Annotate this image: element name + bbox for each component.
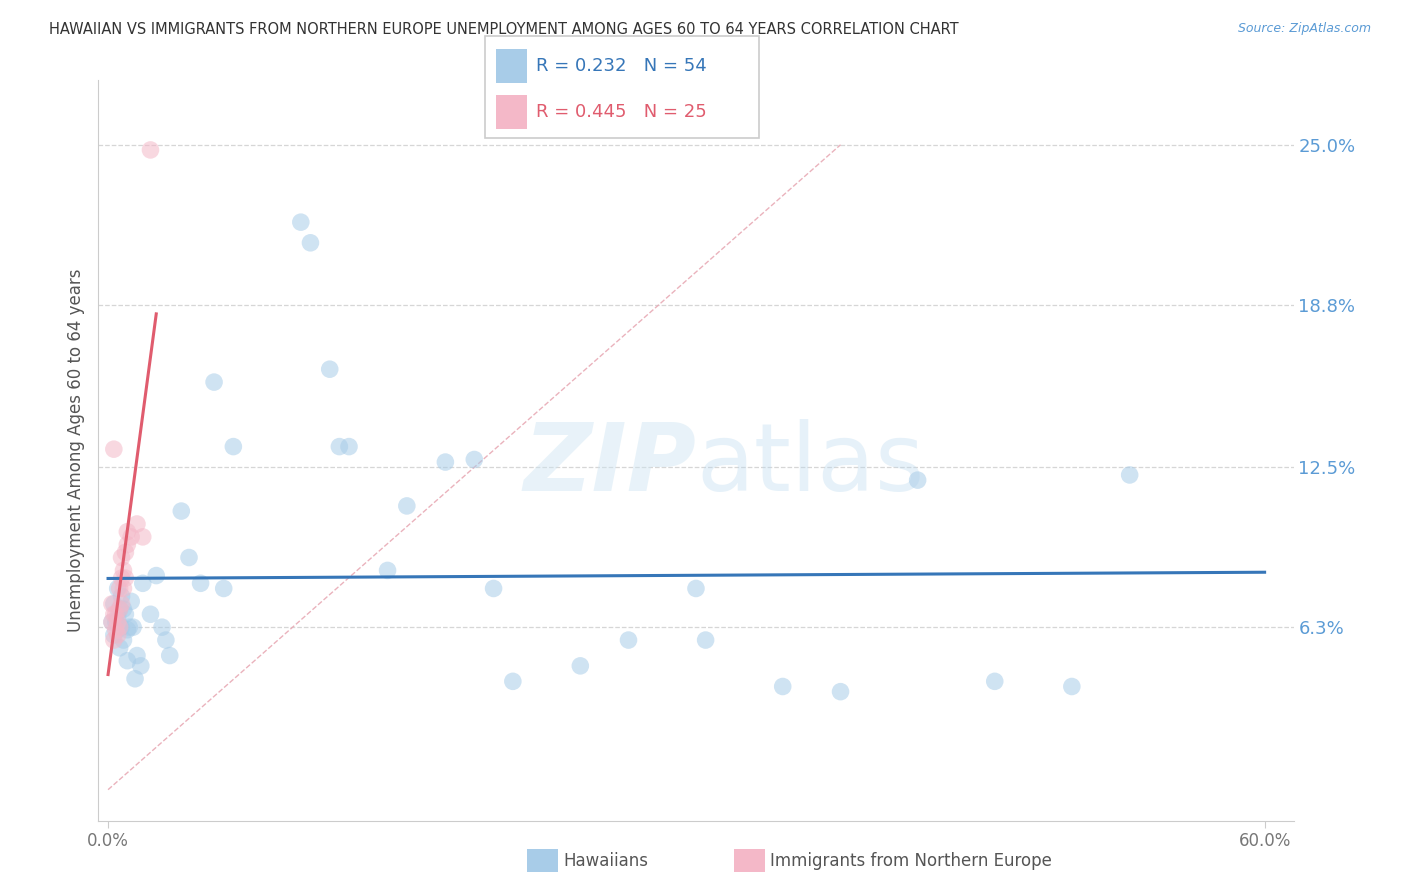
Text: HAWAIIAN VS IMMIGRANTS FROM NORTHERN EUROPE UNEMPLOYMENT AMONG AGES 60 TO 64 YEA: HAWAIIAN VS IMMIGRANTS FROM NORTHERN EUR… bbox=[49, 22, 959, 37]
Point bbox=[101, 597, 124, 611]
Point bbox=[117, 524, 139, 539]
Point bbox=[110, 571, 132, 585]
Point bbox=[290, 215, 312, 229]
Point bbox=[108, 602, 131, 616]
Point bbox=[434, 455, 457, 469]
Point bbox=[132, 576, 155, 591]
Point bbox=[125, 648, 148, 663]
Point bbox=[907, 473, 929, 487]
Point bbox=[122, 620, 145, 634]
Point bbox=[103, 442, 125, 457]
Point bbox=[107, 628, 129, 642]
Point bbox=[170, 504, 193, 518]
Y-axis label: Unemployment Among Ages 60 to 64 years: Unemployment Among Ages 60 to 64 years bbox=[66, 268, 84, 632]
Point bbox=[107, 610, 129, 624]
Point bbox=[108, 620, 131, 634]
Text: R = 0.445   N = 25: R = 0.445 N = 25 bbox=[536, 103, 706, 121]
Point bbox=[150, 620, 173, 634]
Point bbox=[617, 633, 640, 648]
Point bbox=[104, 607, 127, 622]
Point bbox=[101, 615, 124, 629]
Point bbox=[139, 143, 162, 157]
Point bbox=[984, 674, 1007, 689]
Point bbox=[103, 633, 125, 648]
Point bbox=[114, 545, 136, 559]
Point bbox=[103, 607, 125, 622]
Point bbox=[139, 607, 162, 622]
Point bbox=[830, 684, 852, 698]
Point bbox=[685, 582, 707, 596]
Text: atlas: atlas bbox=[696, 419, 924, 511]
Point bbox=[502, 674, 524, 689]
Text: Hawaiians: Hawaiians bbox=[564, 852, 648, 870]
Point bbox=[463, 452, 485, 467]
Point bbox=[103, 597, 125, 611]
Point bbox=[299, 235, 322, 250]
Point bbox=[482, 582, 505, 596]
Point bbox=[129, 658, 152, 673]
Point bbox=[108, 640, 131, 655]
Point bbox=[145, 568, 167, 582]
Point bbox=[108, 602, 131, 616]
Point bbox=[190, 576, 212, 591]
Point bbox=[117, 623, 139, 637]
Point bbox=[114, 571, 136, 585]
Point bbox=[114, 607, 136, 622]
Point bbox=[695, 633, 717, 648]
Point bbox=[120, 530, 142, 544]
Text: Source: ZipAtlas.com: Source: ZipAtlas.com bbox=[1237, 22, 1371, 36]
Point bbox=[117, 538, 139, 552]
Point bbox=[110, 589, 132, 603]
Point bbox=[132, 530, 155, 544]
Point bbox=[120, 594, 142, 608]
Point bbox=[117, 654, 139, 668]
Point bbox=[222, 440, 245, 454]
Point bbox=[337, 440, 360, 454]
Text: R = 0.232   N = 54: R = 0.232 N = 54 bbox=[536, 57, 706, 75]
Text: ZIP: ZIP bbox=[523, 419, 696, 511]
Point bbox=[177, 550, 200, 565]
Point bbox=[1118, 467, 1140, 482]
Point bbox=[101, 615, 124, 629]
Point bbox=[328, 440, 350, 454]
Point bbox=[202, 375, 225, 389]
Point bbox=[1060, 680, 1083, 694]
Point bbox=[107, 615, 129, 629]
Point bbox=[110, 550, 132, 565]
Point bbox=[104, 623, 127, 637]
Point bbox=[112, 582, 135, 596]
Point bbox=[377, 563, 399, 577]
Text: Immigrants from Northern Europe: Immigrants from Northern Europe bbox=[770, 852, 1052, 870]
Point bbox=[104, 615, 127, 629]
Point bbox=[112, 633, 135, 648]
Point bbox=[319, 362, 342, 376]
Point bbox=[110, 620, 132, 634]
Point bbox=[110, 597, 132, 611]
Point bbox=[569, 658, 592, 673]
Point bbox=[124, 672, 146, 686]
Point bbox=[159, 648, 181, 663]
Point bbox=[103, 628, 125, 642]
Point bbox=[112, 602, 135, 616]
Point bbox=[212, 582, 235, 596]
Point bbox=[112, 563, 135, 577]
Point bbox=[155, 633, 177, 648]
Point bbox=[125, 516, 148, 531]
Point bbox=[772, 680, 794, 694]
Point bbox=[107, 582, 129, 596]
Point bbox=[118, 620, 141, 634]
Point bbox=[108, 582, 131, 596]
Point bbox=[395, 499, 418, 513]
